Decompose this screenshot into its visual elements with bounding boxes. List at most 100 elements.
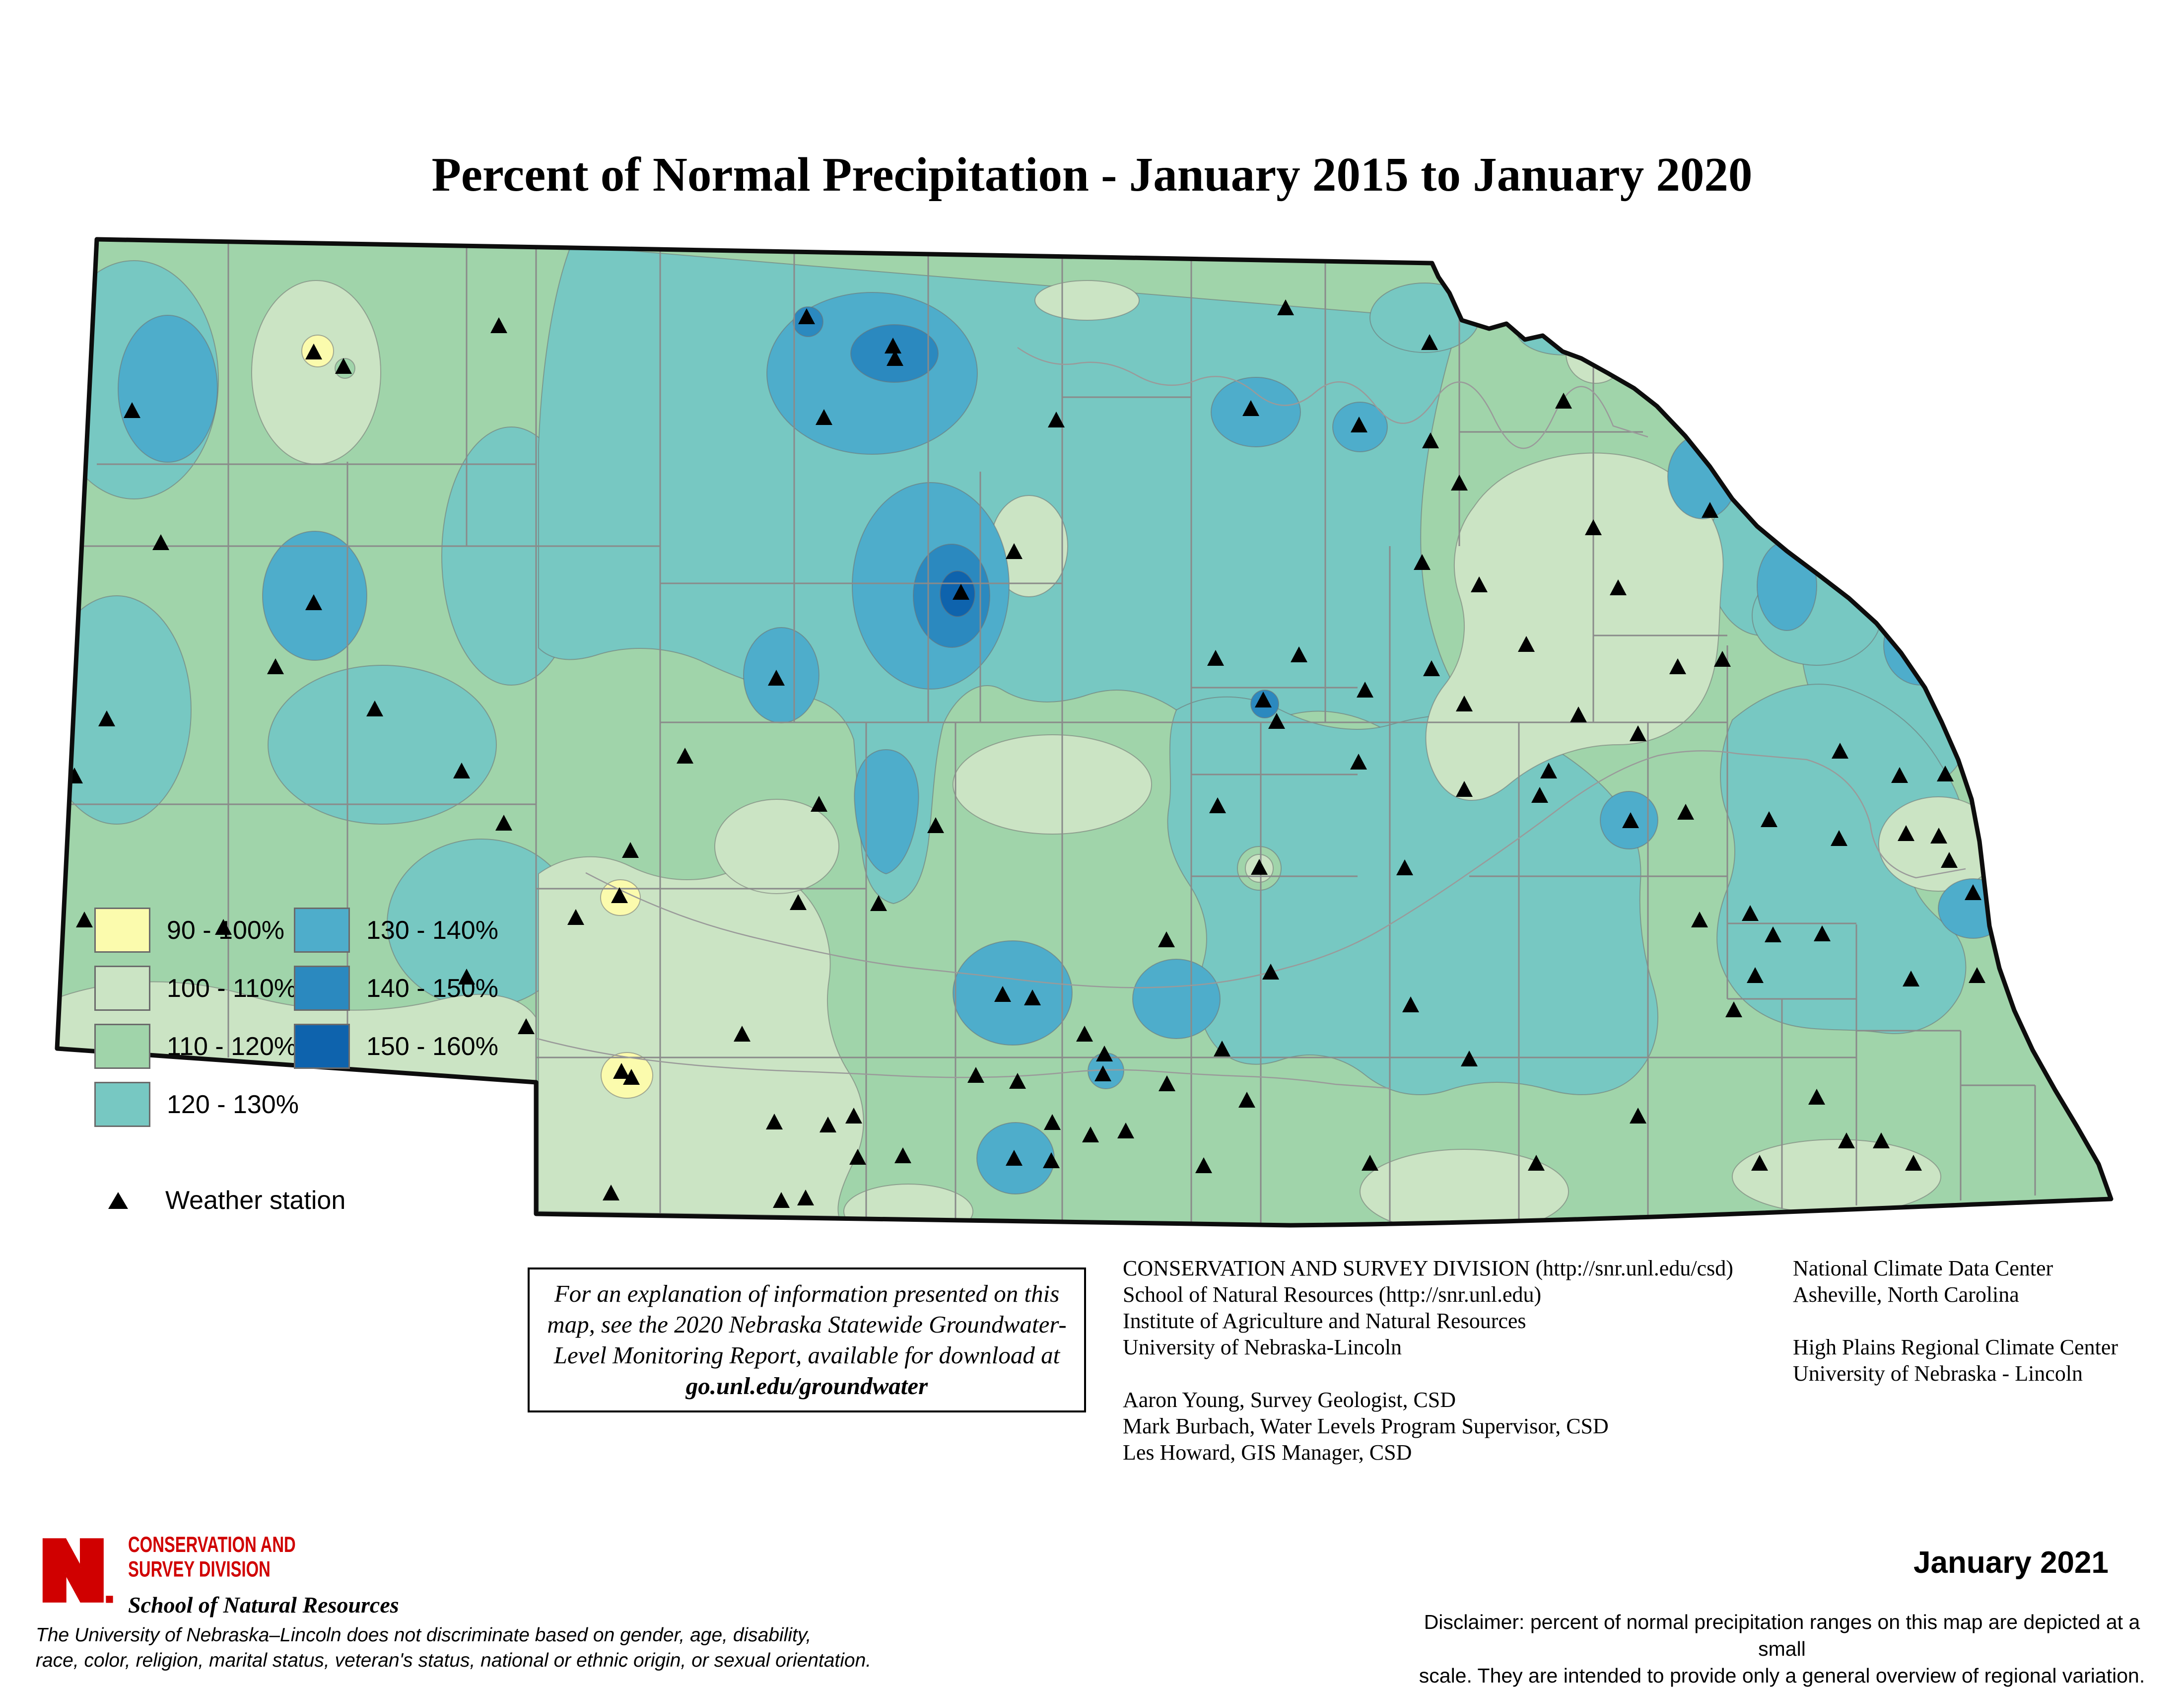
legend-item-label: 90 - 100% bbox=[167, 915, 285, 945]
weather-station-icon bbox=[887, 350, 903, 366]
weather-station-icon bbox=[811, 796, 827, 812]
nebraska-n-logo bbox=[42, 1538, 113, 1603]
weather-station-icon bbox=[790, 894, 807, 910]
weather-station-icon bbox=[1832, 743, 1848, 759]
weather-station-icon bbox=[1456, 781, 1473, 797]
weather-station-icon bbox=[1117, 1123, 1134, 1138]
weather-station-icon bbox=[495, 815, 512, 831]
legend-item: 140 - 150% bbox=[294, 965, 498, 1012]
weather-station-icon bbox=[1898, 825, 1914, 841]
regions-100-110 bbox=[57, 280, 1998, 1225]
credit-line: University of Nebraska - Lincoln bbox=[1793, 1361, 2083, 1386]
weather-station-icon bbox=[894, 1147, 911, 1163]
weather-station-icon bbox=[613, 1063, 630, 1079]
weather-station-icon bbox=[773, 1192, 790, 1208]
weather-station-icon bbox=[849, 1149, 866, 1165]
weather-station-icon bbox=[1350, 754, 1367, 770]
weather-stations-layer bbox=[66, 299, 1985, 1208]
logo-division-line1: CONSERVATION AND bbox=[128, 1532, 296, 1557]
logo-school-text: School of Natural Resources bbox=[128, 1592, 399, 1618]
page-title: Percent of Normal Precipitation - Januar… bbox=[431, 148, 1753, 201]
weather-station-icon bbox=[953, 584, 969, 600]
legend-item: 110 - 120% bbox=[94, 1023, 299, 1070]
legend-item: 100 - 110% bbox=[94, 965, 299, 1012]
weather-station-icon bbox=[603, 1185, 619, 1200]
weather-station-icon bbox=[1048, 412, 1065, 427]
weather-station-icon bbox=[1006, 543, 1023, 559]
map-disclaimer: Disclaimer: percent of normal precipitat… bbox=[1419, 1611, 2145, 1687]
nondiscrimination-statement: The University of Nebraska–Lincoln does … bbox=[36, 1624, 872, 1671]
weather-station-icon bbox=[622, 842, 639, 858]
weather-station-icon bbox=[1725, 1001, 1742, 1017]
weather-station-icon bbox=[1969, 967, 1985, 983]
legend-swatch bbox=[94, 1024, 150, 1069]
legend-item-label: 110 - 120% bbox=[167, 1032, 297, 1061]
rivers bbox=[537, 347, 1966, 1089]
weather-station-icon bbox=[108, 1192, 128, 1209]
info-box: For an explanation of information presen… bbox=[528, 1267, 1086, 1412]
weather-station-icon bbox=[1207, 650, 1224, 666]
weather-station-icon bbox=[1242, 400, 1259, 416]
weather-station-icon bbox=[1691, 912, 1708, 927]
credits-right: National Climate Data Center Asheville, … bbox=[1793, 1255, 2118, 1387]
weather-station-icon bbox=[453, 763, 470, 778]
weather-station-icon bbox=[1471, 576, 1488, 592]
weather-station-icon bbox=[927, 817, 944, 833]
weather-station-icon bbox=[1456, 696, 1473, 711]
weather-station-icon bbox=[1587, 344, 1604, 360]
legend-item-label: 140 - 150% bbox=[366, 974, 498, 1003]
weather-station-icon bbox=[885, 338, 901, 353]
weather-station-icon bbox=[305, 344, 322, 359]
weather-station-icon bbox=[1714, 651, 1731, 667]
regions-140-150 bbox=[793, 306, 1279, 718]
weather-station-icon bbox=[1262, 964, 1279, 980]
legend-item-label: 100 - 110% bbox=[167, 974, 297, 1003]
weather-station-icon bbox=[124, 402, 140, 418]
legend-item-label: 130 - 140% bbox=[366, 915, 498, 945]
weather-station-icon bbox=[215, 919, 232, 935]
info-line: map, see the 2020 Nebraska Statewide Gro… bbox=[547, 1311, 1067, 1338]
weather-station-icon bbox=[1808, 1089, 1825, 1105]
credit-line: Les Howard, GIS Manager, CSD bbox=[1123, 1440, 1412, 1465]
weather-station-icon bbox=[1158, 931, 1175, 947]
weather-station-icon bbox=[623, 1069, 640, 1085]
legend-item: 120 - 130% bbox=[94, 1081, 299, 1128]
weather-station-icon bbox=[1669, 658, 1686, 674]
groundwater-link: go.unl.edu/groundwater bbox=[685, 1372, 928, 1400]
legend-swatch bbox=[294, 966, 350, 1011]
weather-station-icon bbox=[1905, 1155, 1922, 1171]
weather-station-icon bbox=[1518, 636, 1535, 652]
weather-station-icon bbox=[1414, 554, 1431, 570]
credit-line: University of Nebraska-Lincoln bbox=[1123, 1335, 1402, 1359]
credit-line: High Plains Regional Climate Center bbox=[1793, 1335, 2118, 1359]
weather-station-icon bbox=[1009, 1073, 1026, 1089]
weather-station-icon bbox=[1630, 1108, 1646, 1124]
credit-line: National Climate Data Center bbox=[1793, 1256, 2053, 1280]
weather-station-icon bbox=[335, 358, 352, 374]
legend-item: 150 - 160% bbox=[294, 1023, 498, 1070]
weather-station-icon bbox=[1903, 971, 1919, 986]
weather-station-icon bbox=[1238, 1092, 1255, 1108]
weather-station-icon bbox=[98, 710, 115, 726]
weather-station-icon bbox=[1423, 660, 1440, 676]
weather-station-icon bbox=[1451, 475, 1468, 491]
weather-station-icon bbox=[1044, 1114, 1061, 1130]
weather-station-icon bbox=[1006, 1150, 1023, 1166]
weather-station-icon bbox=[1930, 828, 1947, 844]
weather-station-icon bbox=[797, 1190, 814, 1205]
weather-station-icon bbox=[1195, 1157, 1212, 1173]
weather-station-icon bbox=[1531, 787, 1548, 803]
legend-column-1: 90 - 100% 100 - 110% 110 - 120% 120 - 130% bbox=[94, 907, 299, 1139]
legend-swatch bbox=[294, 1024, 350, 1069]
legend-column-2: 130 - 140% 140 - 150% 150 - 160% bbox=[294, 907, 498, 1081]
legend-swatch bbox=[294, 908, 350, 953]
weather-station-icon bbox=[1076, 1026, 1093, 1042]
credit-line: Asheville, North Carolina bbox=[1793, 1282, 2019, 1307]
county-boundaries bbox=[57, 239, 2036, 1224]
weather-station-icon bbox=[870, 895, 887, 911]
weather-station-icon bbox=[1096, 1046, 1113, 1061]
logo-division-line2: SURVEY DIVISION bbox=[128, 1556, 271, 1582]
republican-river bbox=[537, 1038, 1390, 1089]
weather-station-icon bbox=[490, 317, 507, 333]
